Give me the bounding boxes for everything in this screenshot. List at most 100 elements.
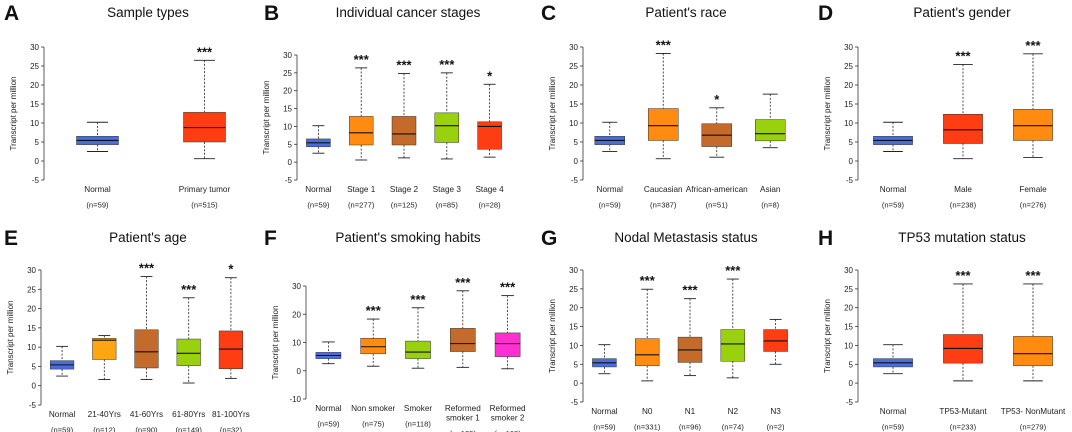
sample-count: (n=59) [599, 201, 622, 210]
y-tick-label: 20 [30, 81, 39, 90]
y-tick-label: 5 [32, 362, 37, 371]
significance-marker: *** [500, 280, 516, 295]
y-tick-label: -5 [846, 398, 854, 407]
sample-count: (n=12) [93, 426, 116, 432]
box [1013, 109, 1053, 141]
y-tick-label: 20 [569, 81, 578, 90]
y-tick-label: 15 [283, 105, 292, 114]
significance-marker: *** [181, 282, 197, 297]
y-tick-label: 20 [292, 310, 301, 319]
category-label: Stage 1 [347, 185, 376, 194]
y-tick-label: 20 [569, 304, 578, 313]
y-tick-label: 5 [35, 138, 40, 147]
y-tick-label: 20 [844, 81, 853, 90]
y-axis-label: Transcript per million [9, 77, 18, 151]
category-label: TP53-Mutant [939, 407, 987, 416]
sample-count: (n=515) [191, 201, 218, 210]
box-group: * 81-100Yrs (n=32) [212, 262, 250, 432]
y-tick-label: 0 [35, 157, 40, 166]
box-group: Normal (n=59) [49, 345, 75, 432]
box-group: *** 61-80Yrs (n=149) [172, 282, 205, 432]
y-tick-label: 15 [30, 100, 39, 109]
sample-count: (n=74) [722, 423, 745, 432]
y-axis-label: Transcript per million [548, 77, 557, 151]
category-label: 21-40Yrs [88, 410, 121, 419]
box [92, 338, 117, 360]
box [755, 119, 786, 142]
category-label: African-american [686, 185, 748, 194]
box-group: N3 (n=2) [763, 318, 788, 432]
significance-marker: *** [197, 44, 213, 59]
category-label: Stage 2 [390, 185, 419, 194]
box [648, 108, 679, 141]
box-group: Normal (n=59) [873, 121, 913, 210]
category-label: Normal [880, 407, 907, 416]
category-label: Normal [305, 185, 332, 194]
significance-marker: *** [396, 58, 412, 73]
category-label: 61-80Yrs [172, 410, 205, 419]
significance-marker: * [487, 68, 493, 83]
box-group: Normal (n=59) [594, 121, 625, 210]
category-label: Caucasian [644, 185, 683, 194]
category-label: Non smoker [351, 404, 395, 413]
significance-marker: *** [682, 283, 698, 298]
y-tick-label: -5 [29, 401, 37, 410]
y-tick-label: 0 [574, 379, 579, 388]
y-tick-label: 30 [844, 43, 853, 52]
significance-marker: *** [455, 275, 471, 290]
category-label: Stage 3 [433, 185, 462, 194]
category-label: Normal [880, 185, 907, 194]
y-tick-label: 10 [844, 119, 853, 128]
y-tick-label: 25 [844, 285, 853, 294]
panel-d: D Patient's gender -5 0 5 10 15 20 25 30 Transcrip… [818, 2, 1053, 210]
sample-count: (n=276) [1020, 201, 1047, 210]
box-group: *** Smoker (n=118) [404, 292, 432, 429]
y-tick-label: 10 [30, 119, 39, 128]
category-label: Normal [315, 404, 342, 413]
panel-g: G Nodal Metastasis status -5 0 5 10 15 20 25 30 Tr… [541, 227, 788, 432]
y-tick-label: 10 [27, 343, 36, 352]
y-tick-label: 5 [574, 360, 579, 369]
box [494, 332, 521, 357]
significance-marker: *** [354, 52, 370, 67]
y-tick-label: 25 [844, 62, 853, 71]
sample-count: (n=8) [761, 201, 779, 210]
category-label: Primary tumor [179, 185, 231, 194]
box [405, 340, 431, 359]
y-tick-label: -5 [32, 176, 40, 185]
significance-marker: *** [955, 48, 971, 63]
sample-count: (n=135) [450, 429, 477, 432]
significance-marker: *** [725, 263, 741, 278]
sample-count: (n=90) [135, 426, 158, 432]
significance-marker: *** [139, 261, 155, 276]
y-tick-label: 10 [292, 339, 301, 348]
panel-title: Patient's age [109, 230, 187, 245]
category-label: Female [1019, 185, 1047, 194]
y-tick-label: 20 [844, 304, 853, 313]
y-tick-label: 30 [27, 266, 36, 275]
sample-count: (n=51) [706, 201, 729, 210]
y-tick-label: 10 [844, 341, 853, 350]
sample-count: (n=238) [950, 201, 977, 210]
panel-letter: D [818, 2, 833, 25]
box-group: *** Primary tumor (n=515) [179, 44, 231, 209]
category-label: Reformed [445, 404, 481, 413]
box [348, 116, 374, 146]
panel-b: B Individual cancer stages -5 0 5 10 15 20 25 30 T… [262, 2, 504, 210]
panel-f: F Patient's smoking habits -10 0 10 20 30 Trans… [264, 227, 526, 432]
box-group: *** N0 (n=331) [634, 273, 661, 431]
y-tick-label: 25 [27, 285, 36, 294]
significance-marker: *** [656, 37, 672, 52]
y-tick-label: -10 [289, 395, 301, 404]
sample-count: (n=118) [405, 420, 431, 429]
sample-count: (n=96) [679, 423, 702, 432]
box [360, 338, 386, 355]
panel-letter: C [541, 2, 556, 25]
category-label: Asian [760, 185, 781, 194]
sample-count: (n=387) [650, 201, 677, 210]
sample-count: (n=149) [176, 426, 203, 432]
box-group: Normal (n=59) [315, 341, 342, 429]
y-tick-label: 20 [283, 87, 292, 96]
sample-count: (n=233) [950, 423, 977, 432]
sample-count: (n=59) [86, 201, 109, 210]
